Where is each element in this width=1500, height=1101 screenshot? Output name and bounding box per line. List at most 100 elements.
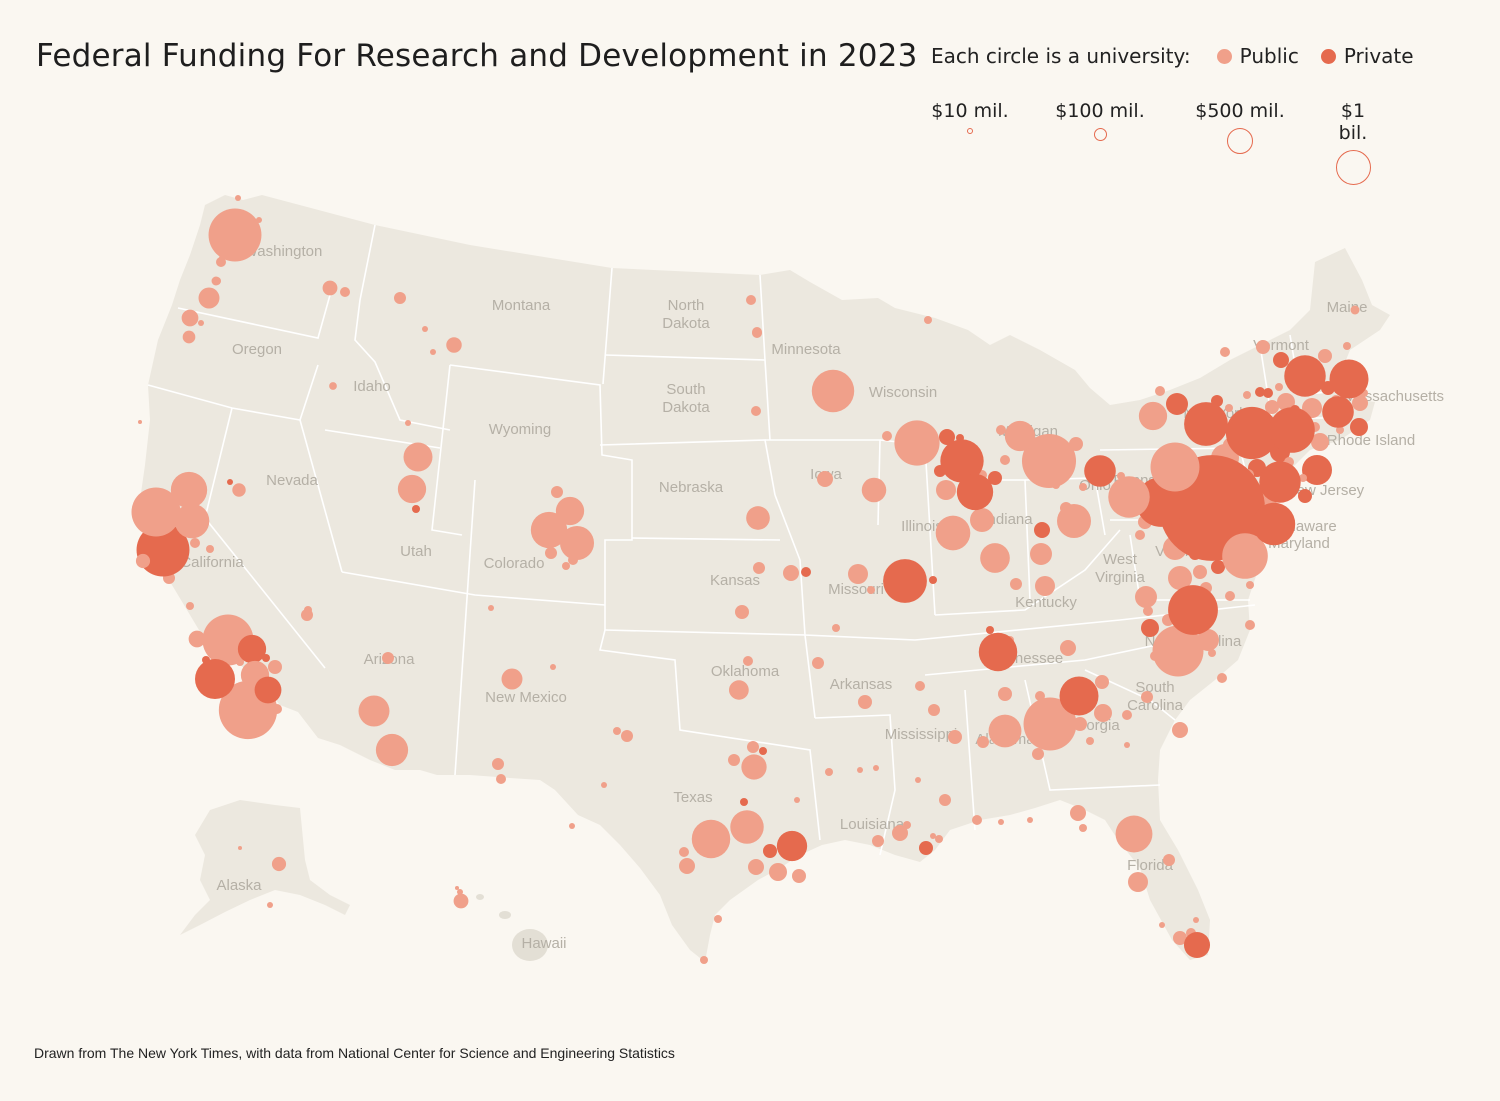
university-bubble-minor [190, 538, 200, 548]
university-bubble-minor [928, 704, 940, 716]
university-bubble-minor [613, 727, 621, 735]
university-bubble-minor [783, 565, 799, 581]
legend-public: Public [1216, 44, 1299, 68]
university-bubble-minor [1256, 340, 1270, 354]
university-bubble-minor [227, 479, 233, 485]
university-bubble [559, 525, 595, 561]
university-bubble-minor [621, 730, 633, 742]
state-label: Maine [1327, 299, 1368, 316]
university-bubble-minor [492, 758, 504, 770]
university-bubble [136, 523, 190, 577]
university-bubble-minor [915, 777, 921, 783]
university-bubble [530, 511, 568, 549]
university-bubble-minor [1135, 586, 1157, 608]
university-bubble-minor [936, 480, 956, 500]
university-bubble-minor [1141, 619, 1159, 637]
size-legend-circle-icon [1093, 128, 1107, 141]
university-bubble [397, 474, 427, 504]
university-bubble-minor [1035, 691, 1045, 701]
university-bubble-minor [988, 471, 1002, 485]
university-bubble-minor [700, 956, 708, 964]
state-label: Texas [673, 789, 712, 806]
legend-private-label: Private [1343, 44, 1414, 68]
state-label: Indiana [983, 511, 1033, 528]
university-bubble-minor [872, 835, 884, 847]
university-bubble [1138, 401, 1168, 431]
university-bubble-minor [769, 863, 787, 881]
size-legend-label: $500 mil. [1195, 100, 1285, 122]
university-bubble [181, 309, 199, 327]
university-bubbles [131, 195, 1369, 964]
university-bubble [956, 473, 994, 511]
private-swatch-icon [1320, 48, 1336, 64]
university-bubble-minor [304, 606, 312, 614]
university-bubble-minor [1155, 386, 1165, 396]
state-label: Colorado [484, 555, 545, 572]
state-label: Massachusetts [1344, 388, 1444, 405]
hawaii-shape [476, 894, 484, 900]
university-bubble-minor [759, 747, 767, 755]
university-bubble [729, 680, 749, 700]
university-bubble-minor [405, 420, 411, 426]
university-bubble-minor [1141, 691, 1153, 703]
university-bubble-minor [812, 657, 824, 669]
university-bubble-minor [340, 287, 350, 297]
university-bubble-minor [1193, 917, 1199, 923]
university-bubble-minor [1245, 620, 1255, 630]
university-bubble-minor [562, 562, 570, 570]
university-bubble-minor [1143, 606, 1153, 616]
university-bubble-minor [929, 576, 937, 584]
university-bubble [453, 893, 469, 909]
state-border [814, 714, 896, 856]
state-label: Illinois [901, 518, 943, 535]
university-bubble [730, 810, 764, 844]
university-bubble-minor [1336, 426, 1344, 434]
university-bubble [198, 287, 220, 309]
university-bubble [1225, 406, 1279, 460]
size-legend-1000: $1 bil. [1330, 100, 1376, 185]
university-bubble-minor [1225, 591, 1235, 601]
university-bubble [776, 830, 808, 862]
university-bubble-minor [1079, 824, 1087, 832]
state-label: Alaska [216, 877, 262, 894]
state-border [599, 629, 821, 841]
university-bubble-minor [679, 847, 689, 857]
university-bubble-minor [1128, 872, 1148, 892]
type-legend: Each circle is a university: Public Priv… [931, 44, 1436, 68]
state-label: Kansas [710, 572, 760, 589]
state-label: Nevada [266, 472, 318, 489]
university-bubble-minor [1299, 474, 1307, 482]
size-legend-10: $10 mil. [930, 100, 1010, 134]
university-bubble-minor [825, 768, 833, 776]
university-bubble-minor [268, 660, 282, 674]
university-bubble-minor [235, 195, 241, 201]
university-bubble [1284, 355, 1326, 397]
university-bubble-minor [743, 656, 753, 666]
university-bubble [1059, 676, 1099, 716]
state-border [147, 364, 319, 421]
university-bubble [752, 328, 762, 338]
university-bubble [1184, 402, 1228, 446]
state-label: Washington [244, 243, 323, 260]
university-bubble-minor [986, 626, 994, 634]
university-bubble-minor [915, 681, 925, 691]
university-bubble-minor [1273, 352, 1289, 368]
university-bubble [131, 487, 181, 537]
state-label: Rhode Island [1327, 432, 1415, 449]
state-label: Mississippi [885, 726, 958, 743]
state-label: South Dakota [662, 381, 710, 416]
university-bubble-minor [753, 562, 765, 574]
university-bubble-minor [1263, 388, 1273, 398]
university-bubble [1108, 476, 1150, 518]
university-bubble-minor [903, 821, 911, 829]
university-bubble [174, 503, 210, 539]
university-bubble-minor [1034, 522, 1050, 538]
university-bubble [1152, 625, 1204, 677]
university-bubble-minor [1220, 347, 1230, 357]
university-bubble-minor [1069, 437, 1083, 451]
university-bubble-minor [496, 774, 506, 784]
university-bubble [237, 634, 267, 664]
university-bubble [1322, 396, 1354, 428]
university-bubble [988, 714, 1022, 748]
university-bubble-minor [1010, 578, 1022, 590]
